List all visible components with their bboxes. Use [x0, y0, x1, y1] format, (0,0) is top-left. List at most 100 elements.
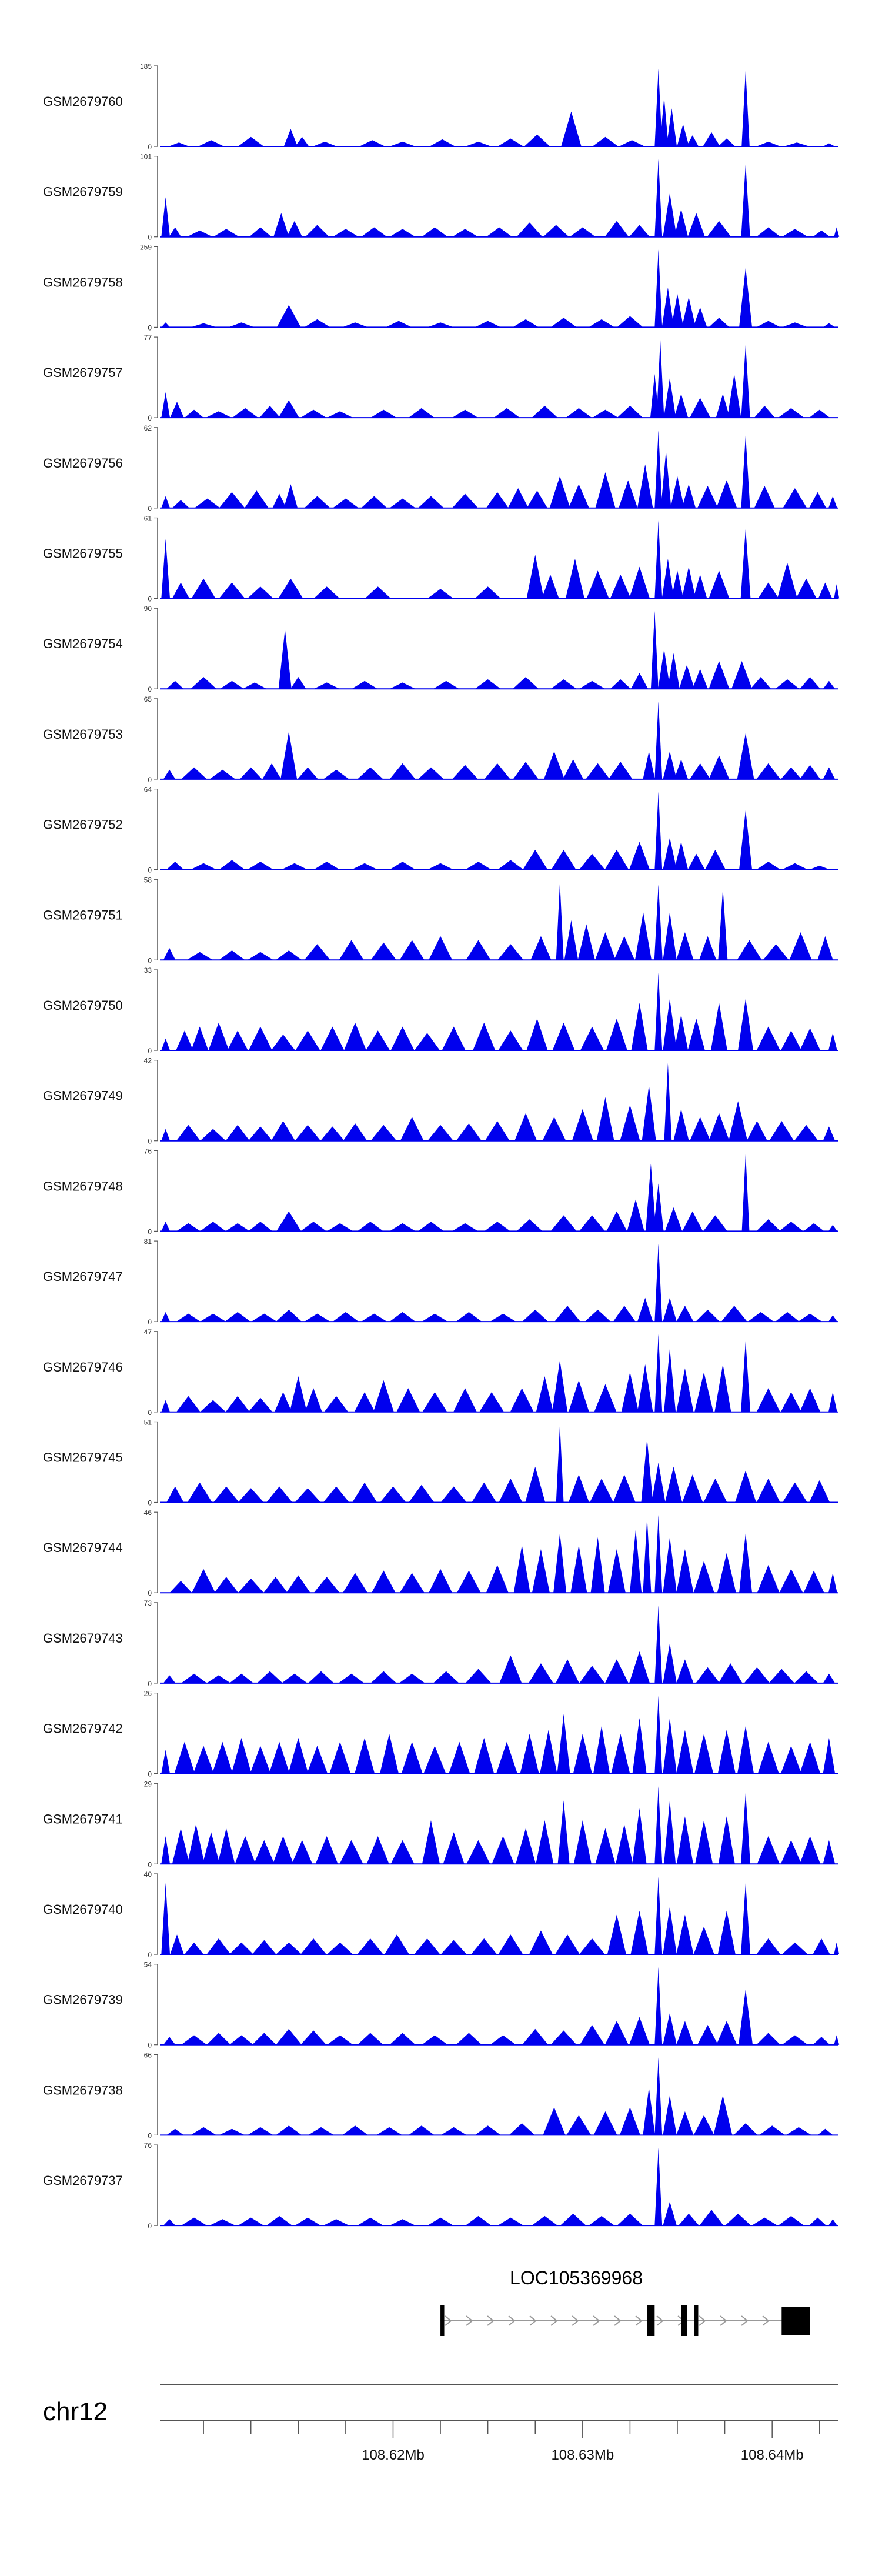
track-label: GSM2679759 [43, 185, 123, 199]
coverage-peak [292, 1840, 313, 1864]
coverage-peak [654, 249, 663, 328]
coverage-peak [475, 586, 501, 599]
coverage-peak [756, 2033, 781, 2045]
coverage-peak [713, 2095, 733, 2135]
coverage-peak [595, 1828, 616, 1864]
coverage-peak [629, 225, 650, 237]
coverage-tracks: GSM2679760 185 0 GSM2679759 101 0 GSM2679758 25… [43, 62, 840, 2230]
coverage-peak [552, 1360, 568, 1412]
coverage-peak [300, 1938, 326, 1954]
coverage-peak [663, 378, 676, 418]
coverage-peak [694, 1372, 714, 1412]
coverage-peak [529, 1930, 553, 1954]
coverage-peak [709, 570, 730, 599]
coverage-peak [231, 1737, 252, 1774]
coverage-peak [327, 1942, 353, 1954]
coverage-peak [305, 225, 329, 237]
coverage-peak [357, 2033, 383, 2045]
coverage-peak [662, 559, 674, 599]
coverage-peak [525, 1466, 546, 1503]
coverage-peak [274, 1392, 292, 1412]
coverage-peak [565, 559, 584, 599]
gene-exon [647, 2305, 655, 2336]
coverage-peak [674, 842, 689, 870]
coverage-peak [373, 1380, 394, 1412]
coverage-peak [229, 1673, 254, 1683]
coverage-peak [834, 1942, 840, 1954]
coverage-peak [756, 1479, 780, 1503]
coverage-peak [686, 135, 699, 146]
strand-arrow-icon [445, 2315, 452, 2326]
gene-exon [781, 2307, 810, 2335]
coverage-peak [248, 1397, 273, 1412]
coverage-peak [769, 1669, 795, 1683]
coverage-peak [386, 321, 412, 328]
coverage-peak [465, 2215, 492, 2226]
coverage-peak [399, 1573, 425, 1593]
track-ymin-label: 0 [148, 1589, 152, 1597]
coverage-peak [247, 586, 273, 599]
strand-arrow-icon [635, 2315, 643, 2326]
coverage-peak [194, 498, 220, 508]
track-label: GSM2679742 [43, 1721, 123, 1736]
coverage-peak [654, 972, 663, 1050]
coverage-peak [699, 2210, 724, 2226]
coverage-peak [592, 409, 619, 418]
track-ymin-label: 0 [148, 1409, 152, 1417]
coverage-peak [229, 2035, 254, 2045]
coverage-peak [619, 2107, 640, 2135]
coverage-peak [288, 1737, 309, 1774]
coverage-peak [247, 952, 273, 960]
coverage-peak [213, 229, 239, 237]
coverage-peak [278, 400, 299, 418]
coverage-peak [313, 141, 337, 146]
track-label: GSM2679750 [43, 998, 123, 1013]
coverage-peak [191, 578, 216, 599]
coverage-peak [756, 1219, 781, 1232]
coverage-peak [272, 493, 286, 508]
gene-exon [694, 2305, 699, 2336]
coverage-peak [756, 862, 781, 870]
coverage-peak [235, 1836, 256, 1864]
coverage-peak [627, 1199, 644, 1232]
coverage-peak [248, 1222, 273, 1232]
coverage-peak [687, 1019, 705, 1050]
coverage-peak [251, 1313, 278, 1322]
coverage-peak [682, 1474, 703, 1503]
coverage-peak [619, 480, 638, 508]
coverage-peak [828, 1033, 837, 1050]
coverage-peak [443, 1832, 465, 1864]
coverage-peak [823, 1126, 836, 1141]
coverage-peak [681, 566, 696, 599]
coverage-peak [206, 1675, 231, 1683]
coverage-peak [465, 141, 492, 146]
chromosome-label: chr12 [43, 2397, 108, 2426]
strand-arrow-icon [720, 2315, 727, 2326]
track-ymax-label: 47 [144, 1328, 152, 1336]
coverage-peak [422, 227, 448, 237]
coverage-peak [682, 1211, 703, 1232]
coverage-peak [526, 490, 547, 508]
coverage-peak [313, 1577, 340, 1593]
coverage-peak [163, 2037, 176, 2045]
coverage-peak [370, 409, 397, 418]
coverage-peak [673, 1109, 689, 1141]
coverage-peak [239, 767, 262, 779]
coverage-peak [817, 2128, 833, 2135]
coverage-peak [593, 1726, 610, 1774]
axis-tick-label: 108.64Mb [741, 2447, 804, 2463]
coverage-peak [663, 1537, 677, 1593]
coverage-peak [161, 1038, 171, 1050]
coverage-peak [414, 1033, 440, 1050]
coverage-peak [278, 578, 303, 599]
coverage-peak [654, 1786, 663, 1864]
coverage-peak [654, 430, 663, 508]
coverage-peak [676, 1914, 694, 1954]
coverage-peak [516, 222, 543, 237]
coverage-peak [650, 373, 659, 418]
strand-arrow-icon [741, 2315, 749, 2326]
coverage-peak [781, 2035, 808, 2045]
coverage-peak [276, 2125, 302, 2135]
coverage-peak [663, 2095, 677, 2135]
coverage-peak [344, 1022, 367, 1050]
